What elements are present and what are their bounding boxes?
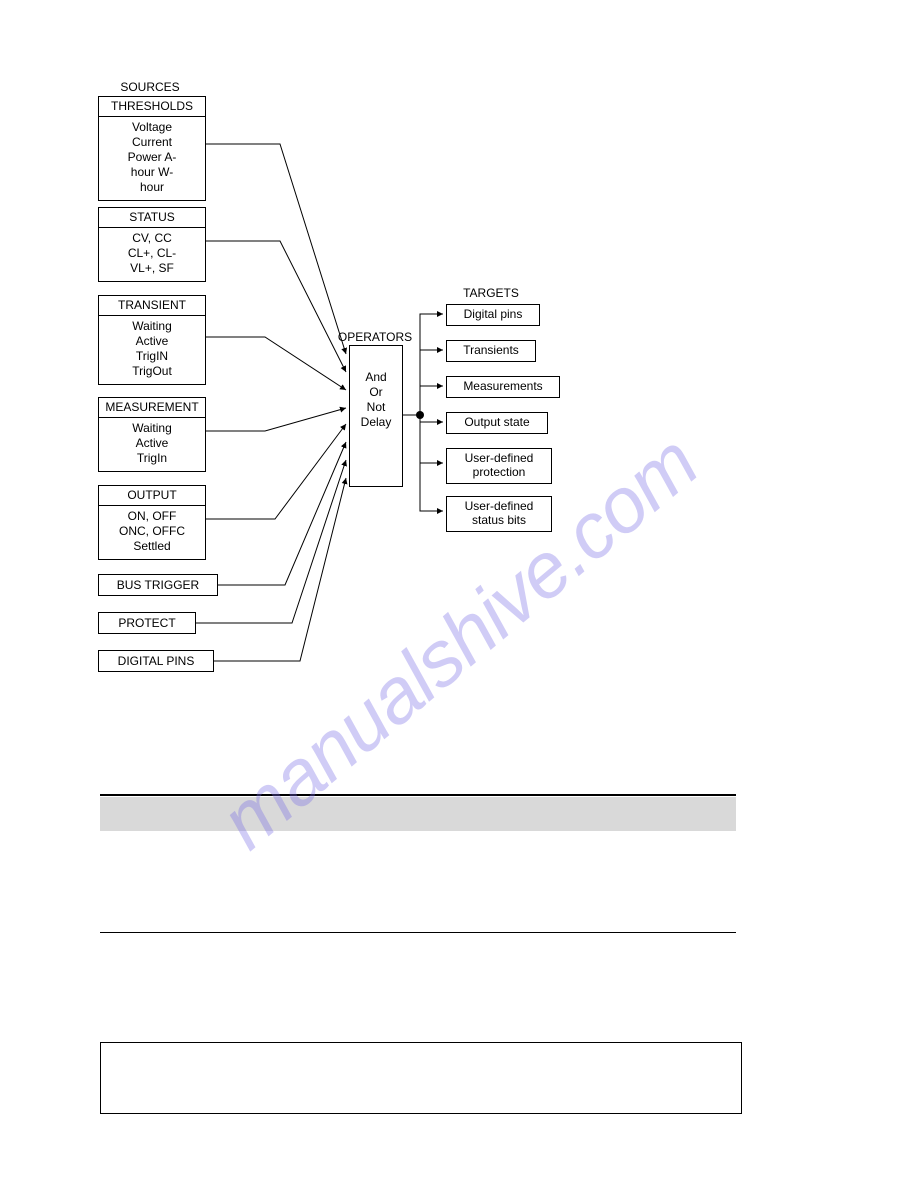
source-box-bus-trigger: BUS TRIGGER xyxy=(98,574,218,596)
target-box-output-state: Output state xyxy=(446,412,548,434)
source-box-status: STATUSCV, CC CL+, CL- VL+, SF xyxy=(98,207,206,282)
source-box-body: Waiting Active TrigIn xyxy=(99,418,205,471)
page: manualshive.com xyxy=(0,0,918,1188)
source-box-body: Voltage Current Power A- hour W- hour xyxy=(99,117,205,200)
source-box-thresholds: THRESHOLDSVoltage Current Power A- hour … xyxy=(98,96,206,201)
source-box-output: OUTPUTON, OFF ONC, OFFC Settled xyxy=(98,485,206,560)
bottom-framed-box xyxy=(100,1042,742,1114)
target-box-measurements: Measurements xyxy=(446,376,560,398)
section-rule xyxy=(100,794,736,796)
source-box-body: ON, OFF ONC, OFFC Settled xyxy=(99,506,205,559)
source-box-title: THRESHOLDS xyxy=(99,97,205,117)
operators-body: And Or Not Delay xyxy=(350,346,402,435)
source-box-digital-pins-src: DIGITAL PINS xyxy=(98,650,214,672)
source-box-title: TRANSIENT xyxy=(99,296,205,316)
target-box-user-protection: User-defined protection xyxy=(446,448,552,484)
hairline xyxy=(100,932,736,933)
gray-bar xyxy=(100,797,736,831)
source-box-body: CV, CC CL+, CL- VL+, SF xyxy=(99,228,205,281)
source-box-protect: PROTECT xyxy=(98,612,196,634)
source-box-body: Waiting Active TrigIN TrigOut xyxy=(99,316,205,384)
target-box-user-status: User-defined status bits xyxy=(446,496,552,532)
target-box-digital-pins: Digital pins xyxy=(446,304,540,326)
operators-label: OPERATORS xyxy=(335,330,415,344)
source-box-transient: TRANSIENTWaiting Active TrigIN TrigOut xyxy=(98,295,206,385)
target-box-transients: Transients xyxy=(446,340,536,362)
source-box-measurement: MEASUREMENTWaiting Active TrigIn xyxy=(98,397,206,472)
source-box-title: STATUS xyxy=(99,208,205,228)
source-box-title: MEASUREMENT xyxy=(99,398,205,418)
sources-label: SOURCES xyxy=(115,80,185,94)
targets-label: TARGETS xyxy=(456,286,526,300)
operators-box: And Or Not Delay xyxy=(349,345,403,487)
source-box-title: OUTPUT xyxy=(99,486,205,506)
